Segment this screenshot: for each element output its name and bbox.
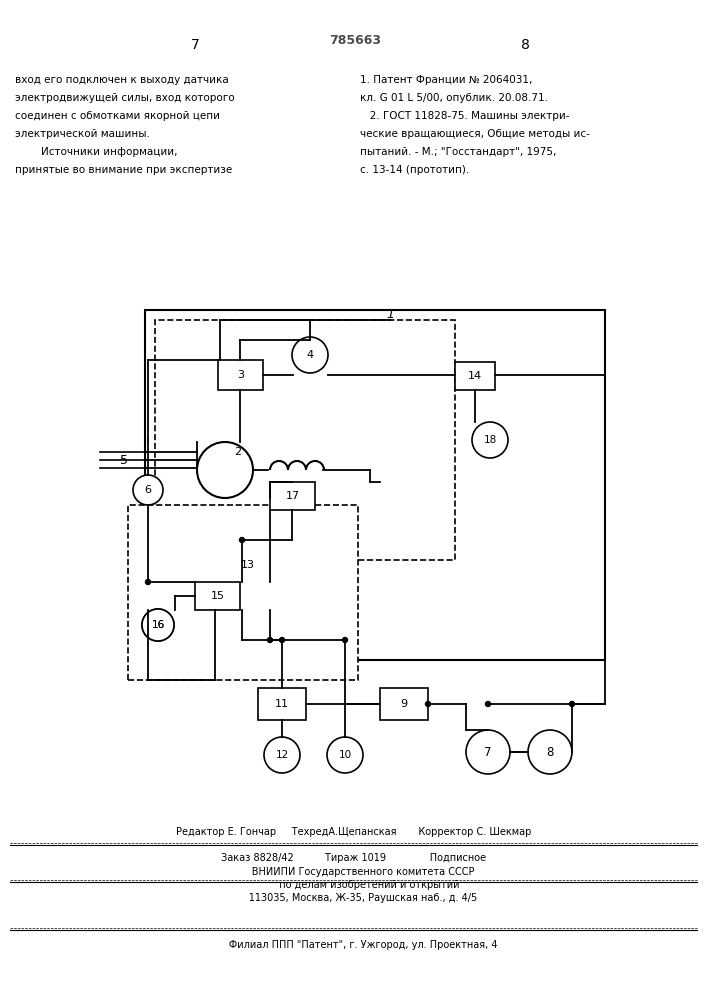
Bar xyxy=(145,310,605,660)
Text: 12: 12 xyxy=(275,750,288,760)
Text: 2: 2 xyxy=(235,447,242,457)
Text: 3: 3 xyxy=(237,370,244,380)
Circle shape xyxy=(327,737,363,773)
Bar xyxy=(195,582,240,610)
Text: 2. ГОСТ 11828-75. Машины электри-: 2. ГОСТ 11828-75. Машины электри- xyxy=(360,111,570,121)
Text: по делам изобретений и открытий: по делам изобретений и открытий xyxy=(248,880,460,890)
Text: Заказ 8828/42          Тираж 1019              Подписное: Заказ 8828/42 Тираж 1019 Подписное xyxy=(221,853,486,863)
Bar xyxy=(455,362,495,390)
Text: соединен с обмотками якорной цепи: соединен с обмотками якорной цепи xyxy=(15,111,220,121)
Text: 14: 14 xyxy=(468,371,482,381)
Circle shape xyxy=(142,609,174,641)
Text: 8: 8 xyxy=(547,746,554,758)
Circle shape xyxy=(264,737,300,773)
Text: 6: 6 xyxy=(144,485,151,495)
Text: ческие вращающиеся, Общие методы ис-: ческие вращающиеся, Общие методы ис- xyxy=(360,129,590,139)
Text: принятые во внимание при экспертизе: принятые во внимание при экспертизе xyxy=(15,165,233,175)
Text: 7: 7 xyxy=(484,746,492,758)
Circle shape xyxy=(486,702,491,706)
Text: 9: 9 xyxy=(400,699,407,709)
Text: 15: 15 xyxy=(211,591,225,601)
Circle shape xyxy=(426,702,431,706)
Bar xyxy=(128,505,358,680)
Text: 18: 18 xyxy=(484,435,496,445)
Text: 13: 13 xyxy=(241,560,255,570)
Text: 1. Патент Франции № 2064031,: 1. Патент Франции № 2064031, xyxy=(360,75,532,85)
Circle shape xyxy=(267,638,272,643)
Bar xyxy=(270,482,315,510)
Circle shape xyxy=(240,538,245,542)
Text: Источники информации,: Источники информации, xyxy=(15,147,177,157)
Text: 785663: 785663 xyxy=(329,33,381,46)
Text: пытаний. - М.; "Госстандарт", 1975,: пытаний. - М.; "Госстандарт", 1975, xyxy=(360,147,556,157)
Text: Филиал ППП "Патент", г. Ужгород, ул. Проектная, 4: Филиал ППП "Патент", г. Ужгород, ул. Про… xyxy=(210,940,498,950)
Circle shape xyxy=(133,475,163,505)
Text: 4: 4 xyxy=(306,350,314,360)
Text: 7: 7 xyxy=(191,38,199,52)
Text: Редактор Е. Гончар     ТехредА.Щепанская       Корректор С. Шекмар: Редактор Е. Гончар ТехредА.Щепанская Кор… xyxy=(176,827,532,837)
Text: 16: 16 xyxy=(151,620,165,630)
Circle shape xyxy=(570,702,575,706)
Circle shape xyxy=(197,442,253,498)
Text: 5: 5 xyxy=(120,454,128,466)
Circle shape xyxy=(279,638,284,643)
Text: 11: 11 xyxy=(275,699,289,709)
Text: кл. G 01 L 5/00, опублик. 20.08.71.: кл. G 01 L 5/00, опублик. 20.08.71. xyxy=(360,93,548,103)
Bar xyxy=(380,688,428,720)
Circle shape xyxy=(142,609,174,641)
Circle shape xyxy=(146,580,151,584)
Text: 1: 1 xyxy=(386,308,394,322)
Text: ВНИИПИ Государственного комитета СССР: ВНИИПИ Государственного комитета СССР xyxy=(233,867,474,877)
Circle shape xyxy=(528,730,572,774)
Circle shape xyxy=(466,730,510,774)
Circle shape xyxy=(342,638,348,643)
Bar xyxy=(218,360,263,390)
Text: 8: 8 xyxy=(520,38,530,52)
Text: 16: 16 xyxy=(151,620,165,630)
Text: 10: 10 xyxy=(339,750,351,760)
Text: с. 13-14 (прототип).: с. 13-14 (прототип). xyxy=(360,165,469,175)
Text: электрической машины.: электрической машины. xyxy=(15,129,150,139)
Text: 113035, Москва, Ж-35, Раушская наб., д. 4/5: 113035, Москва, Ж-35, Раушская наб., д. … xyxy=(230,893,478,903)
Circle shape xyxy=(472,422,508,458)
Bar xyxy=(258,688,306,720)
Text: электродвижущей силы, вход которого: электродвижущей силы, вход которого xyxy=(15,93,235,103)
Bar xyxy=(155,320,455,560)
Text: 17: 17 xyxy=(286,491,300,501)
Text: вход его подключен к выходу датчика: вход его подключен к выходу датчика xyxy=(15,75,229,85)
Circle shape xyxy=(292,337,328,373)
